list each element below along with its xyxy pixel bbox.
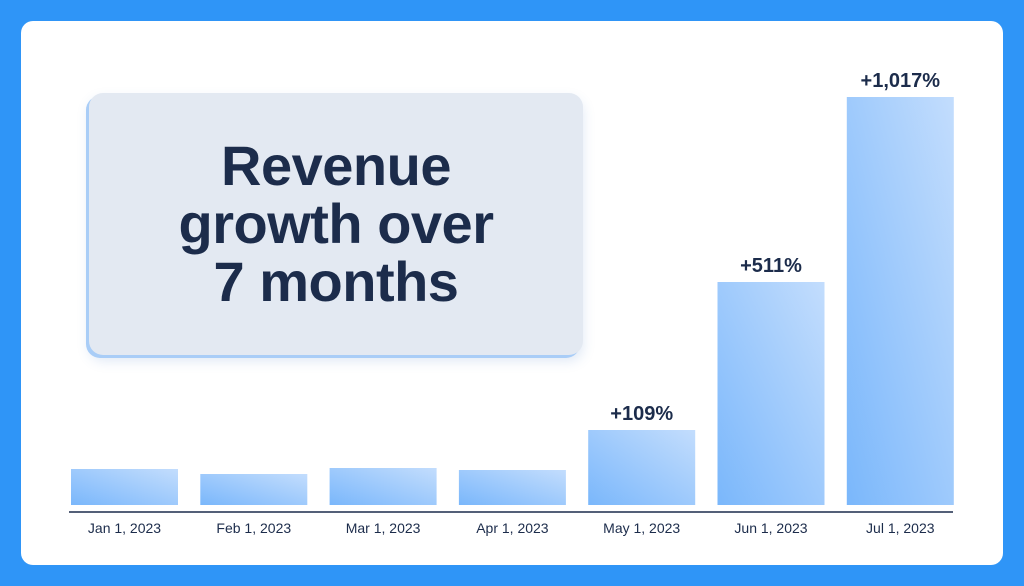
x-tick-label: Jun 1, 2023 [734,520,807,536]
chart-card: Revenue growth over 7 months +109% +511% +… [21,21,1003,565]
bar-chart: +109% +511% +1,017% Jan 1, 2023 Feb 1, 2023… [69,70,954,536]
bar-1 [71,469,178,505]
title-box: Revenue growth over 7 months [89,93,583,355]
x-tick-label: Apr 1, 2023 [476,520,549,536]
bar-4 [458,470,566,505]
data-label-5: +109% [610,403,673,425]
bar-5 [588,430,696,505]
x-tick-label: Jan 1, 2023 [88,520,161,536]
x-tick-label: Feb 1, 2023 [216,520,291,536]
x-tick-label: Mar 1, 2023 [346,520,421,536]
data-label-7: +1,017% [861,70,941,92]
x-tick-label: May 1, 2023 [603,520,680,536]
data-label-6: +511% [740,255,802,277]
x-tick-label: Jul 1, 2023 [866,520,935,536]
bar-7 [846,97,954,505]
bar-6 [717,282,825,505]
bar-2 [200,474,308,505]
chart-title: Revenue growth over 7 months [178,134,494,313]
tick-labels-group: Jan 1, 2023 Feb 1, 2023 Mar 1, 2023 Apr 1, … [88,520,935,536]
bars-group: +109% +511% +1,017% [71,70,954,505]
bar-3 [329,468,437,505]
